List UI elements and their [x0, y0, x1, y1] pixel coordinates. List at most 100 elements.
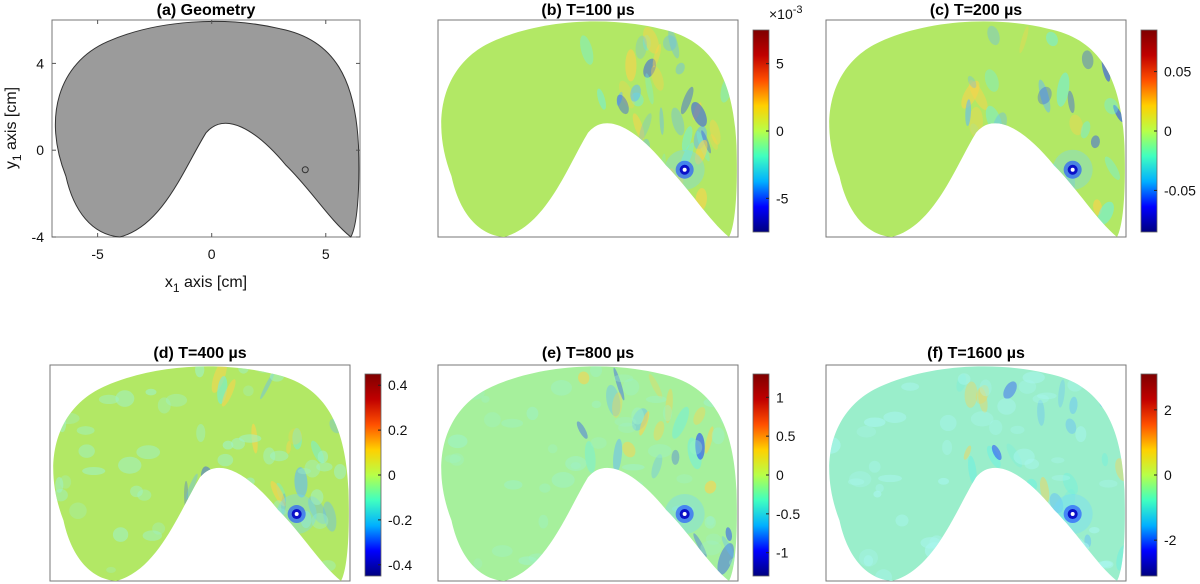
field-speckle	[997, 398, 1016, 415]
colorbar-tick-label: 0.05	[1164, 64, 1191, 80]
field-speckle	[849, 471, 872, 488]
wave-streak	[1019, 26, 1029, 54]
field-speckle	[136, 445, 161, 460]
source-dot	[682, 512, 687, 517]
field-speckle	[572, 554, 582, 573]
wave-streak	[633, 203, 641, 224]
field-speckle	[263, 447, 276, 465]
wave-streak	[580, 35, 594, 65]
field-speckle	[1070, 538, 1085, 554]
wave-streak	[956, 374, 967, 392]
field-speckle	[1067, 378, 1083, 392]
field-speckle	[979, 379, 992, 397]
field-speckle	[441, 369, 456, 378]
field-speckle	[992, 529, 1009, 541]
field-speckle	[269, 371, 284, 382]
field-speckle	[594, 496, 618, 513]
x-axis-label: x1 axis [cm]	[165, 274, 247, 295]
wave-streak	[717, 543, 734, 575]
wave-streak	[1069, 114, 1084, 136]
field-speckle	[118, 456, 142, 474]
wave-streak	[1090, 135, 1100, 149]
field-speckle	[483, 412, 501, 428]
field-speckle	[539, 483, 551, 493]
wave-streak	[620, 503, 630, 537]
field-speckle	[661, 552, 681, 564]
wave-streak	[635, 213, 645, 226]
field-speckle	[863, 417, 886, 428]
colorbar-exponent-power: -3	[793, 4, 803, 16]
wave-streak	[1037, 86, 1052, 105]
field-speckle	[874, 569, 893, 581]
field-speckle	[106, 566, 116, 574]
wave-streak	[1037, 399, 1045, 426]
wave-streak	[1003, 381, 1017, 399]
wave-streak	[659, 107, 664, 135]
wave-streak	[308, 496, 327, 525]
wave-streak	[576, 421, 588, 439]
field-speckle	[157, 397, 171, 414]
wave-streak	[1046, 31, 1058, 47]
field-speckle	[875, 483, 884, 493]
field-speckle	[82, 467, 106, 476]
colorbar-tick-label: -0.5	[776, 506, 800, 522]
field-speckle	[447, 434, 468, 449]
field-speckle	[239, 434, 262, 443]
wave-streak	[211, 366, 228, 393]
wave-streak	[648, 184, 654, 202]
field-speckle	[863, 555, 874, 567]
wave-streak	[579, 155, 590, 175]
field-speckle	[1024, 570, 1033, 581]
field-speckle	[195, 366, 205, 378]
field-speckle	[1037, 535, 1047, 549]
wave-streak	[647, 174, 661, 193]
panel-e-title: (e) T=800 µs	[542, 345, 634, 362]
colorbar-tick-label: -0.2	[388, 512, 412, 528]
field-speckle	[269, 450, 289, 462]
field-speckle	[297, 468, 311, 475]
wave-streak	[622, 441, 636, 458]
field-speckle	[613, 374, 634, 383]
wave-streak	[1067, 90, 1075, 114]
field-speckle	[526, 406, 539, 421]
field-speckle	[878, 474, 902, 483]
field-speckle	[883, 411, 907, 423]
wave-streak	[625, 49, 637, 82]
panel-f-colorbar-ticks: -2 0 2	[1154, 402, 1177, 548]
colorbar-tick-label: 0.4	[388, 377, 408, 393]
field-speckle	[942, 439, 953, 455]
wave-streak	[231, 478, 246, 506]
panel-b-title: (b) T=100 µs	[541, 2, 634, 19]
wave-streak	[694, 139, 708, 165]
wave-streak	[963, 445, 972, 460]
field-speckle	[1106, 379, 1120, 392]
wave-streak	[323, 501, 337, 532]
panel-c-colorbar-ticks: -0.05 0 0.05	[1154, 64, 1196, 198]
wave-streak	[613, 367, 625, 401]
wave-streak	[604, 124, 616, 142]
field-speckle	[1051, 457, 1065, 464]
field-speckle	[621, 464, 645, 471]
wave-streak	[591, 166, 605, 196]
colorbar-tick-label: -0.4	[388, 557, 412, 573]
panel-d-axes-box	[49, 364, 351, 582]
field-speckle	[1028, 556, 1039, 564]
field-speckle	[614, 529, 630, 544]
wave-streak	[984, 69, 999, 92]
field-speckle	[715, 383, 726, 391]
wave-streak	[288, 427, 303, 445]
field-speckle	[500, 366, 517, 377]
field-speckle	[58, 414, 67, 433]
field-speckle	[232, 511, 249, 520]
field-speckle	[78, 444, 95, 458]
field-speckle	[1114, 383, 1125, 400]
panel-d-colorbar-ticks: -0.4 -0.2 0 0.2 0.4	[378, 377, 412, 573]
wave-streak	[987, 25, 1000, 46]
wave-streak	[681, 126, 693, 152]
field-speckle	[231, 437, 245, 450]
colorbar-tick-label: 0	[1164, 467, 1172, 483]
field-speckle	[868, 460, 881, 473]
field-speckle	[720, 412, 734, 425]
wave-streak	[983, 124, 996, 149]
x-tick-label: 5	[322, 246, 330, 262]
